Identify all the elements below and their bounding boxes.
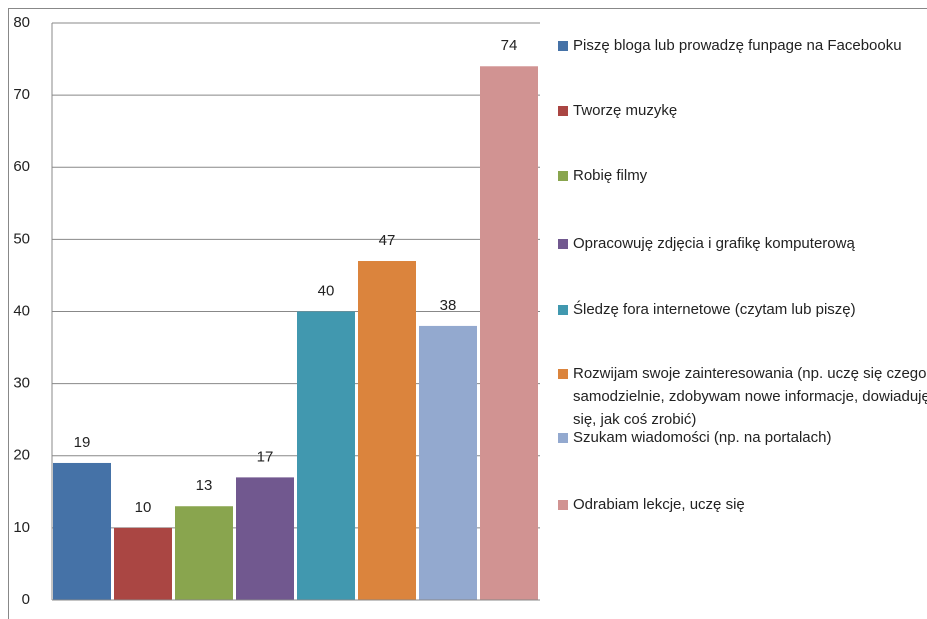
y-tick-label: 20 — [13, 447, 30, 464]
bar — [358, 261, 416, 600]
bar — [480, 66, 538, 600]
legend-swatch — [558, 305, 568, 315]
legend-label: Tworzę muzykę — [573, 102, 678, 119]
data-label: 10 — [135, 499, 152, 516]
bar — [236, 477, 294, 600]
legend-entry: Robię filmy — [558, 164, 927, 187]
legend-label: Piszę bloga lub prowadzę funpage na Face… — [573, 37, 902, 54]
legend-swatch — [558, 171, 568, 181]
legend-swatch — [558, 433, 568, 443]
y-tick-label: 60 — [13, 158, 30, 175]
legend-entry: Odrabiam lekcje, uczę się — [558, 493, 927, 516]
legend-swatch — [558, 500, 568, 510]
legend-swatch — [558, 239, 568, 249]
legend-entry: Tworzę muzykę — [558, 99, 927, 122]
data-label: 19 — [74, 434, 91, 451]
bar — [175, 506, 233, 600]
legend-label: Odrabiam lekcje, uczę się — [573, 496, 745, 513]
y-tick-label: 30 — [13, 375, 30, 392]
legend-swatch — [558, 369, 568, 379]
y-tick-label: 80 — [13, 14, 30, 31]
bar — [297, 311, 355, 600]
legend-entry: Piszę bloga lub prowadzę funpage na Face… — [558, 34, 927, 57]
data-label: 47 — [379, 232, 396, 249]
data-label: 40 — [318, 282, 335, 299]
data-label: 38 — [440, 297, 457, 314]
bar — [53, 462, 111, 600]
bar — [114, 527, 172, 600]
legend-label: Szukam wiadomości (np. na portalach) — [573, 429, 832, 446]
legend-swatch — [558, 41, 568, 51]
legend-label: Robię filmy — [573, 167, 648, 184]
legend-label: Rozwijam swoje zainteresowania (np. uczę… — [573, 365, 927, 428]
y-tick-label: 70 — [13, 86, 30, 103]
y-tick-label: 0 — [22, 591, 30, 608]
legend-label: Opracowuję zdjęcia i grafikę komputerową — [573, 235, 855, 252]
y-tick-label: 40 — [13, 302, 30, 319]
legend-entry: Szukam wiadomości (np. na portalach) — [558, 426, 927, 449]
legend-entry: Opracowuję zdjęcia i grafikę komputerową — [558, 232, 927, 255]
data-label: 13 — [196, 477, 213, 494]
y-tick-label: 50 — [13, 230, 30, 247]
data-label: 74 — [501, 37, 518, 54]
legend-swatch — [558, 106, 568, 116]
y-tick-label: 10 — [13, 519, 30, 536]
bar — [419, 325, 477, 600]
legend-entry: Śledzę fora internetowe (czytam lub pisz… — [558, 298, 927, 321]
data-label: 17 — [257, 448, 274, 465]
legend-entry: Rozwijam swoje zainteresowania (np. uczę… — [558, 362, 927, 431]
legend-label: Śledzę fora internetowe (czytam lub pisz… — [573, 301, 856, 318]
